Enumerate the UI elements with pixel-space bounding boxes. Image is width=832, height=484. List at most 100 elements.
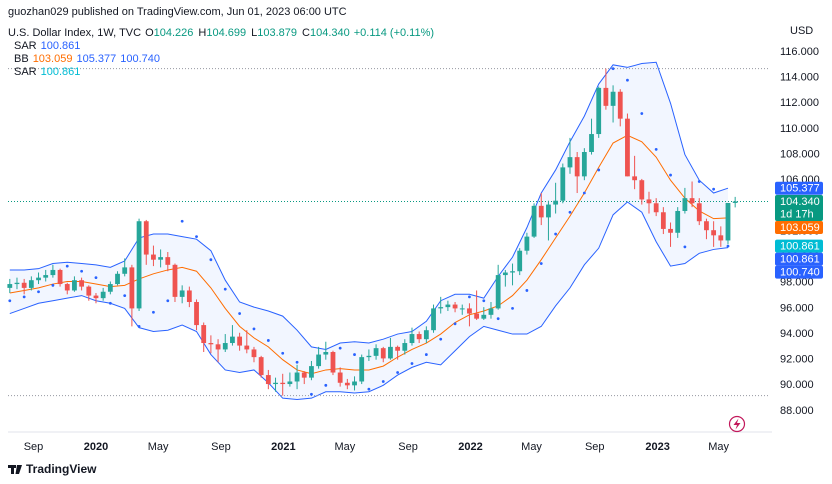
x-tick-label: Sep (211, 441, 231, 453)
candle-body (538, 205, 544, 218)
plot-layer (8, 61, 770, 400)
symbol-info: U.S. Dollar Index, 1W, TVC O104.226 H104.6… (8, 27, 434, 39)
candle-body (639, 180, 645, 200)
candle-body (488, 308, 494, 315)
x-tick-label: 2021 (271, 441, 295, 453)
candle-body (718, 235, 724, 241)
y-tick-label: 114.000 (780, 72, 819, 84)
candle-body (359, 357, 365, 382)
sar-dot (367, 387, 371, 391)
candle-body (43, 275, 49, 278)
price-tag-label: 100.861 (780, 240, 820, 252)
candle-body (660, 212, 666, 229)
sar-dot (496, 317, 500, 321)
sar-dot (669, 173, 672, 177)
candle-body (560, 167, 566, 201)
sar-dot (468, 295, 471, 299)
ohlc-value: 103.879 (257, 27, 297, 39)
sar-dot (396, 371, 400, 374)
candle-body (732, 201, 738, 203)
candle-body (122, 267, 128, 274)
sar-dot (511, 307, 514, 310)
candle-body (21, 282, 27, 288)
sar-dot (410, 362, 414, 365)
candle-body (495, 275, 501, 309)
sar-dot (453, 322, 457, 326)
indicator-legend: BB 103.059 105.377 100.740 (14, 53, 160, 65)
x-tick-label: Sep (24, 441, 44, 453)
ohlc-value: 104.340 (310, 27, 350, 39)
sar-dot (712, 187, 716, 191)
candle-body (610, 91, 616, 106)
candle-body (93, 295, 99, 299)
candle-body (344, 382, 350, 386)
ohlc-key: C (302, 27, 310, 39)
sar-dot (238, 312, 242, 315)
candle-body (675, 210, 681, 233)
candle-body (409, 334, 415, 344)
candle-body (646, 199, 652, 204)
candle-body (689, 198, 695, 204)
candle-body (452, 304, 458, 309)
sar-dot (8, 299, 12, 303)
candle-body (416, 334, 422, 340)
candle-body (438, 307, 444, 309)
candle-body (14, 282, 20, 285)
publisher-line: guozhan029 published on TradingView.com,… (8, 6, 347, 18)
candle-body (330, 352, 336, 373)
candle-body (7, 284, 13, 288)
price-tag (775, 220, 823, 234)
y-tick-label: 108.000 (780, 148, 820, 160)
y-tick-label: 110.000 (780, 123, 819, 135)
brand-name: TradingView (26, 462, 97, 476)
x-tick-label: Sep (398, 441, 418, 453)
candle-body (574, 157, 580, 177)
candle-body (617, 91, 623, 119)
candle-body (57, 269, 63, 285)
candle-body (222, 343, 228, 350)
ohlc-value: 104.226 (154, 27, 194, 39)
sar-dot (439, 337, 443, 341)
candle-body (395, 346, 401, 351)
candle-body (100, 291, 106, 299)
candle-body (280, 382, 286, 385)
band-fill (9, 62, 728, 400)
x-tick-label: Sep (585, 441, 605, 453)
candle-body (531, 205, 537, 237)
sar-dot (295, 360, 299, 364)
sar-dot (310, 392, 313, 396)
price-tag-label: 100.861 (780, 253, 820, 265)
sar-dot (137, 324, 141, 328)
candle-body (208, 343, 214, 345)
indicator-value: 105.377 (76, 53, 116, 65)
sar-dot (554, 232, 558, 236)
sar-dot (108, 301, 112, 305)
candle-body (72, 280, 77, 291)
sar-dot (424, 353, 428, 356)
indicator-name: SAR (14, 40, 37, 52)
candle-body (115, 273, 120, 285)
indicator-value: 103.059 (33, 53, 73, 65)
sar-dot (482, 299, 486, 303)
candle-body (653, 203, 659, 213)
candle-body (625, 118, 630, 177)
sar-dot (626, 78, 629, 82)
sar-dot (597, 168, 601, 172)
candle-body (581, 152, 587, 177)
sar-dot (353, 353, 356, 356)
candle-body (459, 308, 465, 310)
candle-body (172, 264, 178, 297)
x-tick-label: May (334, 441, 355, 453)
candle-body (546, 204, 551, 218)
lightning-icon[interactable] (728, 415, 746, 433)
candle-body (287, 381, 293, 385)
candle-body (258, 357, 264, 376)
candle-body (194, 302, 199, 326)
price-tag (775, 252, 823, 266)
candle-body (517, 250, 523, 272)
candle-body (86, 286, 92, 296)
y-tick-label: 116.000 (780, 46, 819, 58)
indicator-value: 100.740 (120, 53, 160, 65)
price-tag-label: 103.059 (780, 222, 820, 234)
price-tag-label: 104.340 (780, 196, 820, 208)
